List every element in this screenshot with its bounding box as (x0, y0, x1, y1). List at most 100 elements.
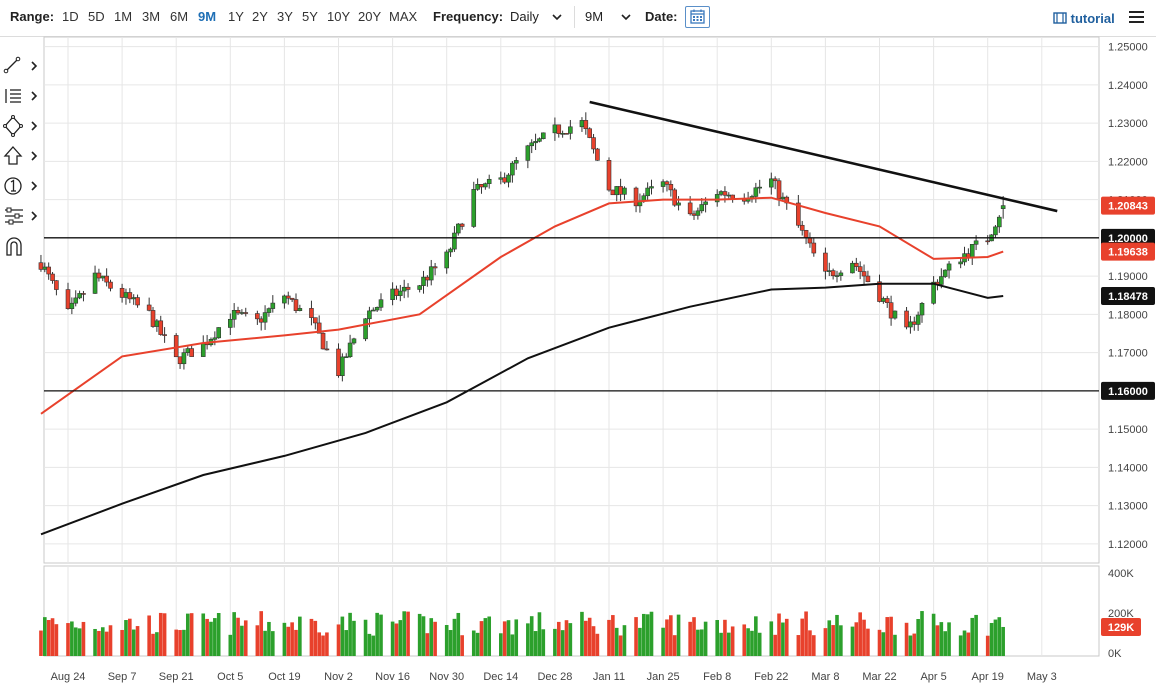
menu-icon[interactable] (1129, 11, 1144, 24)
volume-bar (209, 621, 213, 656)
candle-body (502, 177, 507, 183)
frequency-label: Frequency: (433, 9, 504, 24)
candle-body (857, 266, 863, 272)
candle-body (610, 189, 616, 196)
volume-bar (672, 635, 677, 656)
volume-bar (796, 635, 801, 656)
candle-body (533, 141, 538, 144)
y-tick-label: 1.15000 (1108, 424, 1148, 436)
candle-body (421, 276, 426, 286)
candle-body (714, 194, 720, 203)
candle-body (479, 184, 484, 188)
settings-tool-icon (5, 207, 38, 225)
volume-bar (510, 634, 515, 656)
candle-body (65, 289, 71, 309)
volume-bar (769, 621, 774, 656)
volume-bar (703, 621, 708, 656)
trend-line (589, 100, 1058, 213)
volume-bar (460, 635, 464, 656)
y-tick-label: 1.19000 (1108, 271, 1148, 283)
candle-body (622, 187, 627, 195)
range-5d[interactable]: 5D (88, 9, 105, 24)
range-6m[interactable]: 6M (170, 9, 189, 24)
candle-body (370, 309, 376, 312)
settings-tool-button[interactable] (3, 204, 41, 228)
candle-body (884, 298, 890, 303)
candle-body (591, 137, 596, 150)
range-5y[interactable]: 5Y (302, 9, 318, 24)
volume-bar (421, 616, 426, 656)
candle-body (969, 244, 975, 258)
range-1d[interactable]: 1D (62, 9, 79, 24)
range-9m[interactable]: 9M (198, 9, 217, 24)
range-1y[interactable]: 1Y (228, 9, 244, 24)
price-label-text: 1.19638 (1108, 247, 1148, 259)
range-1m[interactable]: 1M (114, 9, 133, 24)
volume-bar (271, 631, 275, 656)
volume-bar (282, 622, 287, 656)
x-tick-label: Oct 5 (217, 671, 243, 683)
period-select[interactable]: 9M (585, 9, 631, 24)
range-max[interactable]: MAX (389, 9, 418, 24)
price-label-text: 1.20000 (1108, 233, 1148, 245)
volume-bar (444, 625, 449, 656)
range-2y[interactable]: 2Y (252, 9, 268, 24)
candle-body (687, 202, 693, 215)
date-picker-button[interactable] (685, 6, 710, 28)
volume-bar (483, 618, 488, 656)
candle-body (676, 202, 681, 206)
range-10y[interactable]: 10Y (327, 9, 351, 24)
candle-body (104, 275, 109, 283)
volume-bar (757, 632, 762, 656)
shape-tool-button[interactable] (3, 114, 41, 138)
volume-bar (379, 614, 383, 656)
volume-bar (591, 626, 596, 656)
candle-body (919, 302, 925, 316)
volume-bar (850, 626, 855, 656)
range-3y[interactable]: 3Y (277, 9, 293, 24)
candle-body (69, 302, 75, 309)
candle-body (343, 356, 349, 359)
volume-bar (688, 621, 692, 656)
fibonacci-tool-button[interactable] (3, 84, 41, 108)
candle-body (583, 120, 589, 130)
volume-bar (587, 617, 592, 656)
toolbar-divider (574, 6, 575, 28)
candle-body (881, 298, 886, 302)
volume-bar (584, 620, 588, 656)
candle-body (428, 266, 434, 281)
volume-bar (236, 617, 240, 656)
candle-body (316, 322, 322, 334)
candle-body (394, 288, 399, 296)
y-tick-label: 1.24000 (1108, 80, 1148, 92)
line-tool-button[interactable] (3, 54, 41, 78)
frequency-select[interactable]: Daily (510, 9, 562, 24)
volume-bar (502, 621, 507, 656)
candle-body (363, 318, 368, 340)
range-3m[interactable]: 3M (142, 9, 161, 24)
magnet-tool-button[interactable] (3, 234, 41, 258)
volume-bar (533, 631, 538, 656)
volume-bar (607, 619, 611, 656)
range-20y[interactable]: 20Y (358, 9, 382, 24)
volume-bar (885, 617, 890, 656)
candle-body (77, 293, 82, 299)
volume-bar (699, 629, 704, 656)
volume-bar (904, 622, 909, 656)
annotation-tool-button[interactable] (3, 174, 41, 198)
volume-bar (375, 612, 379, 656)
toolbar: Range: 1D 5D 1M 3M 6M 9M 1Y 2Y 3Y 5Y 10Y… (0, 0, 1156, 37)
candle-body (888, 302, 894, 319)
volume-bar (128, 618, 132, 656)
volume-bar (429, 618, 434, 656)
candle-body (672, 189, 677, 206)
candle-body (799, 224, 805, 231)
tutorial-link[interactable]: tutorial (1053, 11, 1115, 26)
candle-body (780, 196, 786, 200)
candle-body (807, 237, 813, 244)
arrow-tool-button[interactable] (3, 144, 41, 168)
candle-body (768, 178, 774, 188)
x-tick-label: Jan 11 (593, 671, 625, 683)
candle-body (108, 281, 113, 289)
